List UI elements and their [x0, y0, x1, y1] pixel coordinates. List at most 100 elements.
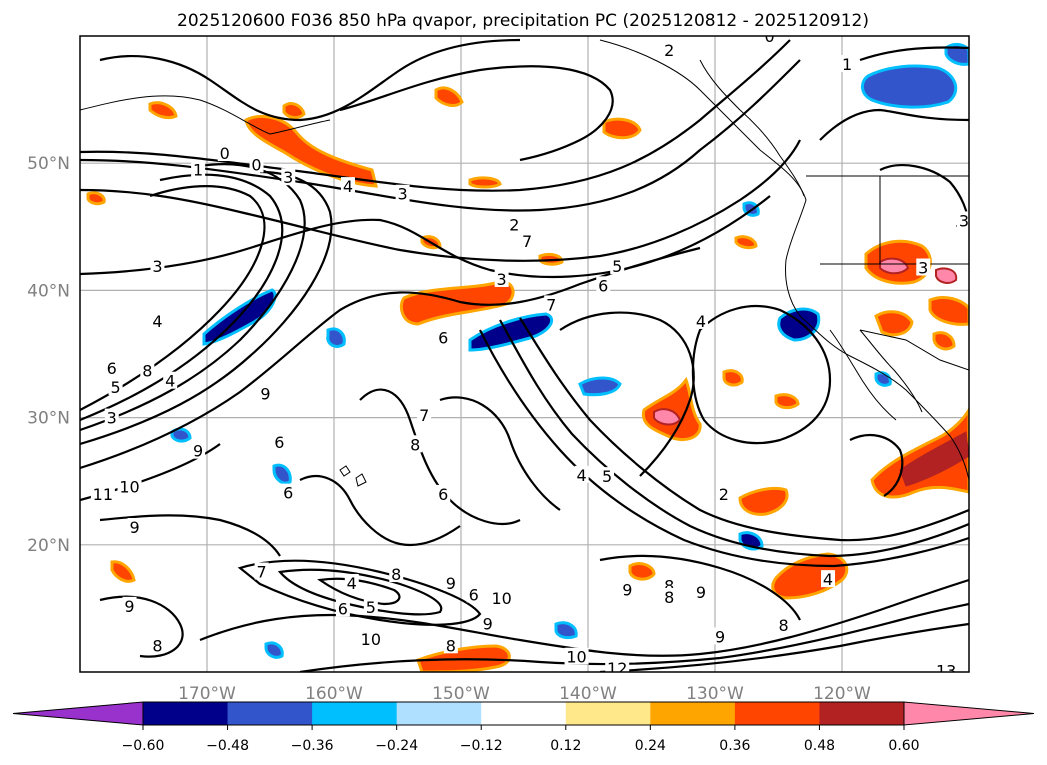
- colorbar-tick-label: −0.24: [375, 738, 418, 754]
- contour-label: 10: [361, 630, 381, 649]
- contour-label-bg: [417, 406, 432, 424]
- precip-positive-region: [932, 331, 956, 351]
- colorbar-under-extension: [12, 701, 144, 726]
- contour-line: [691, 305, 832, 445]
- contour-label-bg: [466, 585, 481, 603]
- contour-label-bg: [489, 589, 514, 607]
- contour-label-bg: [436, 484, 451, 502]
- contour-label: 10: [491, 589, 511, 608]
- colorbar-tick-label: 0.24: [635, 738, 666, 754]
- contour-label: 11: [93, 485, 113, 504]
- contour-line: [80, 59, 801, 212]
- precip-positive-region: [602, 117, 642, 140]
- contour-label-bg: [662, 40, 677, 58]
- contour-label-bg: [358, 629, 383, 647]
- contour-label-bg: [934, 661, 959, 672]
- precip-core-region: [935, 267, 958, 284]
- y-axis-ticks: 20°N 30°N 40°N 50°N: [27, 154, 70, 556]
- map-frame: [79, 35, 970, 673]
- precip-negative-region: [861, 64, 958, 109]
- precip-positive-region: [244, 115, 378, 188]
- contour-line: [359, 388, 521, 525]
- contour-label-bg: [150, 311, 165, 329]
- contour-label-bg: [776, 615, 791, 633]
- precip-positive-region: [870, 407, 969, 499]
- precip-core-region: [899, 431, 969, 487]
- contour-label-bg: [916, 258, 931, 276]
- contour-label-bg: [104, 358, 119, 376]
- contour-label-bg: [716, 484, 731, 502]
- contour-label: 5: [366, 598, 376, 617]
- aleutian-coastline: [269, 119, 331, 135]
- contour-label-bg: [610, 257, 625, 275]
- contour-line: [479, 329, 969, 568]
- contour-label-bg: [335, 599, 350, 617]
- contour-label-bg: [574, 465, 589, 483]
- colorbar-tick-label: 0.12: [550, 738, 581, 754]
- precip-core-region: [879, 257, 910, 275]
- contour-label: 9: [622, 580, 632, 599]
- contour-line: [299, 475, 461, 547]
- contour-label-bg: [443, 573, 458, 591]
- contour-label: 9: [715, 627, 725, 646]
- contour-label-bg: [395, 184, 410, 202]
- coastlines: [80, 39, 969, 487]
- x-tick-label: 150°W: [432, 684, 490, 704]
- contour-label: 9: [260, 384, 270, 403]
- contour-label: 10: [566, 648, 586, 667]
- contour-label: 6: [107, 359, 117, 378]
- contour-line: [519, 317, 969, 542]
- contour-label-bg: [249, 155, 264, 173]
- precip-negative-region: [170, 427, 192, 443]
- colorbar-segment: [819, 702, 905, 725]
- gridlines: [80, 36, 969, 672]
- contour-label-bg: [480, 614, 495, 632]
- colorbar-segment: [650, 702, 736, 725]
- contour-label: 13: [936, 662, 956, 681]
- precip-positive-region: [282, 102, 306, 120]
- colorbar-segment: [227, 702, 313, 725]
- contour-label: 6: [283, 484, 293, 503]
- contour-label-bg: [163, 371, 178, 389]
- hawaii-island: [339, 465, 351, 477]
- x-tick-label: 160°W: [305, 684, 363, 704]
- qvapor-contours: [80, 38, 969, 672]
- precip-positive-region: [641, 376, 702, 441]
- precip-negative-region: [554, 621, 578, 640]
- colorbar-tick-label: 0.36: [719, 738, 750, 754]
- contour-label-bg: [600, 467, 615, 485]
- contour-label-bg: [443, 636, 458, 654]
- contour-label: 5: [612, 257, 622, 276]
- contour-line: [237, 559, 482, 626]
- contour-label-bg: [694, 311, 709, 329]
- contour-label-bg: [150, 257, 165, 275]
- contour-label: 7: [546, 295, 556, 314]
- contour-label: 3: [959, 211, 969, 230]
- contour-label-bg: [408, 435, 423, 453]
- contour-label: 3: [283, 168, 293, 187]
- contour-label: 10: [119, 477, 139, 496]
- contour-label-bg: [104, 408, 119, 426]
- precip-negative-region: [874, 371, 892, 387]
- contour-label: 2: [509, 215, 519, 234]
- contour-line: [80, 39, 791, 192]
- colorbar-tick-label: 0.60: [888, 738, 919, 754]
- x-tick-label: 130°W: [686, 684, 744, 704]
- precip-positive-region: [722, 369, 744, 387]
- colorbar-segment: [565, 702, 651, 725]
- contour-label: 7: [257, 563, 267, 582]
- alaska-coastline: [80, 95, 271, 135]
- contour-label: 4: [343, 177, 353, 196]
- precip-positive-region: [86, 191, 106, 206]
- contour-label-bg: [694, 582, 709, 600]
- contour-label: 9: [124, 597, 134, 616]
- contour-line: [599, 622, 969, 672]
- precip-negative-region: [326, 327, 346, 348]
- contour-label: 6: [338, 599, 348, 618]
- north-america-coastline: [599, 39, 969, 481]
- contour-label-bg: [140, 361, 155, 379]
- colorbar-tick-label: −0.48: [206, 738, 249, 754]
- contour-label: 1: [193, 161, 203, 180]
- contour-label: 3: [152, 257, 162, 276]
- colorbar-frame: [142, 701, 905, 726]
